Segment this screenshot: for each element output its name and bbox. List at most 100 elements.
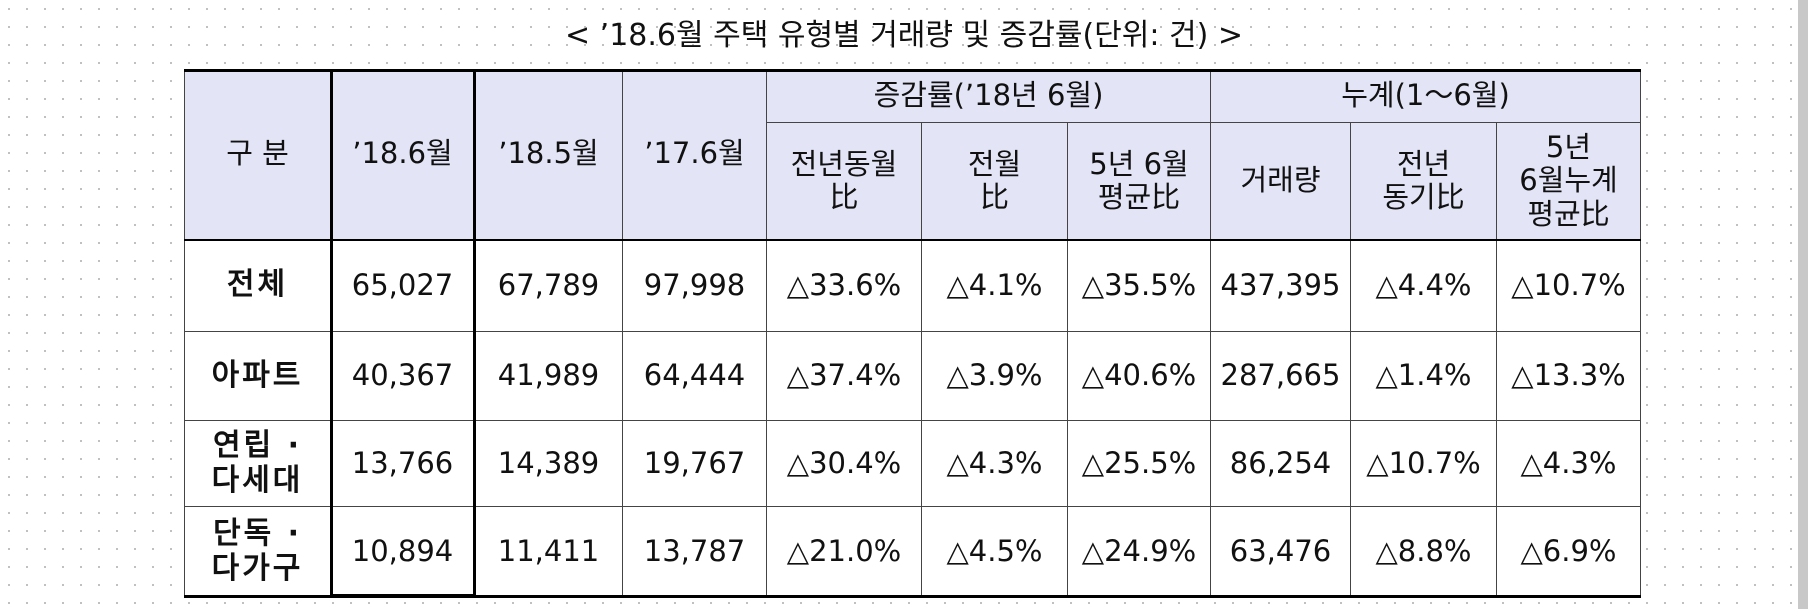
cell-text: △8.8% bbox=[1375, 533, 1472, 568]
header-cell: ’18.6월 bbox=[331, 69, 475, 240]
cell-text: △1.4% bbox=[1375, 358, 1472, 393]
cell-text: △4.5% bbox=[946, 533, 1043, 568]
cell-text: 65,027 bbox=[351, 267, 454, 302]
cell-text: 5년 6월 bbox=[1089, 146, 1189, 181]
cell-text: 거래량 bbox=[1240, 163, 1321, 198]
cell-text: △6.9% bbox=[1520, 533, 1617, 568]
cell-text: △35.5% bbox=[1081, 267, 1197, 302]
data-cell: 13,766 bbox=[331, 421, 475, 507]
cell-text: △25.5% bbox=[1081, 445, 1197, 480]
data-cell: 97,998 bbox=[623, 240, 767, 332]
cell-text: 동기比 bbox=[1382, 180, 1465, 214]
data-cell: 10,894 bbox=[331, 507, 475, 597]
cell-text: ’18.6월 bbox=[352, 136, 453, 171]
cell-text: 287,665 bbox=[1220, 358, 1341, 393]
data-cell: 41,989 bbox=[475, 332, 623, 421]
cell-text: 13,766 bbox=[351, 445, 454, 480]
cell-text: 437,395 bbox=[1220, 267, 1341, 302]
data-cell: 437,395 bbox=[1211, 240, 1351, 332]
cell-text: ’18.5월 bbox=[498, 136, 599, 171]
cell-text: △4.3% bbox=[946, 445, 1043, 480]
header-group: 증감률(’18년 6월) bbox=[767, 69, 1211, 123]
data-cell: △30.4% bbox=[767, 421, 922, 507]
data-cell: △21.0% bbox=[767, 507, 922, 597]
data-cell: △25.5% bbox=[1068, 421, 1211, 507]
data-cell: △35.5% bbox=[1068, 240, 1211, 332]
cell-text: 10,894 bbox=[351, 533, 454, 568]
data-cell: 67,789 bbox=[475, 240, 623, 332]
data-cell: △33.6% bbox=[767, 240, 922, 332]
data-cell: 14,389 bbox=[475, 421, 623, 507]
cell-text: △21.0% bbox=[786, 533, 902, 568]
header-cell: ’18.5월 bbox=[475, 69, 623, 240]
cell-text: △30.4% bbox=[786, 445, 902, 480]
cell-text: 평균比 bbox=[1097, 180, 1181, 214]
data-cell: 19,767 bbox=[623, 421, 767, 507]
row-label: 아파트 bbox=[184, 332, 331, 421]
cell-text: 41,989 bbox=[497, 358, 600, 393]
data-cell: 40,367 bbox=[331, 332, 475, 421]
data-cell: 63,476 bbox=[1211, 507, 1351, 597]
data-cell: △6.9% bbox=[1497, 507, 1641, 597]
table-title: < ’18.6월 주택 유형별 거래량 및 증감률(단위: 건) > bbox=[564, 18, 1243, 53]
header-cell: 거래량 bbox=[1211, 123, 1351, 240]
data-cell: 11,411 bbox=[475, 507, 623, 597]
cell-text: 13,787 bbox=[643, 533, 746, 568]
cell-text: △4.4% bbox=[1375, 267, 1472, 302]
cell-text: △3.9% bbox=[946, 358, 1043, 393]
cell-text: 평균比 bbox=[1527, 196, 1610, 231]
data-cell: △4.3% bbox=[922, 421, 1068, 507]
data-cell: 65,027 bbox=[331, 240, 475, 332]
cell-text: △37.4% bbox=[786, 358, 902, 393]
cell-text: 5년 bbox=[1545, 129, 1592, 164]
header-cell: 전년 동기比 bbox=[1351, 123, 1497, 240]
cell-text: 전년 bbox=[1396, 146, 1451, 181]
cell-text: 누계(1～6월) bbox=[1341, 77, 1510, 112]
cell-text: ’17.6월 bbox=[644, 136, 745, 171]
cell-text: 97,998 bbox=[643, 267, 746, 302]
cell-text: 다세대 bbox=[211, 462, 304, 498]
cell-text: 比 bbox=[979, 180, 1009, 214]
rule bbox=[184, 595, 1641, 598]
cell-text: △33.6% bbox=[786, 267, 902, 302]
header-cell: ’17.6월 bbox=[623, 69, 767, 240]
cell-text: 단독 · bbox=[212, 516, 303, 551]
cell-text: 14,389 bbox=[497, 445, 600, 480]
rule bbox=[184, 69, 1641, 72]
data-cell: △13.3% bbox=[1497, 332, 1641, 421]
cell-text: 전년동월 bbox=[790, 146, 898, 181]
cell-text: △24.9% bbox=[1081, 533, 1197, 568]
cell-text: 86,254 bbox=[1229, 445, 1332, 480]
data-cell: 287,665 bbox=[1211, 332, 1351, 421]
cell-text: △40.6% bbox=[1081, 358, 1197, 393]
row-label: 전체 bbox=[184, 240, 331, 332]
header-group: 누계(1～6월) bbox=[1211, 69, 1641, 123]
data-cell: △40.6% bbox=[1068, 332, 1211, 421]
data-cell: △10.7% bbox=[1497, 240, 1641, 332]
header-cell: 5년 6월 평균比 bbox=[1068, 123, 1211, 240]
cell-text: 연립 · bbox=[212, 428, 303, 463]
header-cell: 전년동월 比 bbox=[767, 123, 922, 240]
data-cell: △3.9% bbox=[922, 332, 1068, 421]
cell-text: 구 분 bbox=[226, 136, 289, 171]
cell-text: 다가구 bbox=[211, 550, 304, 586]
row-label: 단독 · 다가구 bbox=[184, 507, 331, 597]
cell-text: 전체 bbox=[226, 267, 289, 303]
cell-text: △13.3% bbox=[1511, 358, 1626, 393]
cell-text: △10.7% bbox=[1366, 445, 1481, 480]
data-cell: 13,787 bbox=[623, 507, 767, 597]
cell-text: 67,789 bbox=[497, 267, 600, 302]
rule bbox=[184, 239, 1641, 241]
data-cell: △4.1% bbox=[922, 240, 1068, 332]
scrollbar bbox=[1798, 0, 1808, 609]
row-label: 연립 · 다세대 bbox=[184, 421, 331, 507]
cell-text: 증감률(’18년 6월) bbox=[873, 77, 1104, 112]
data-cell: △24.9% bbox=[1068, 507, 1211, 597]
data-cell: △37.4% bbox=[767, 332, 922, 421]
cell-text: 64,444 bbox=[643, 358, 746, 393]
data-cell: △1.4% bbox=[1351, 332, 1497, 421]
data-cell: △4.3% bbox=[1497, 421, 1641, 507]
cell-text: 아파트 bbox=[211, 357, 304, 393]
header-cell: 구 분 bbox=[184, 69, 331, 240]
